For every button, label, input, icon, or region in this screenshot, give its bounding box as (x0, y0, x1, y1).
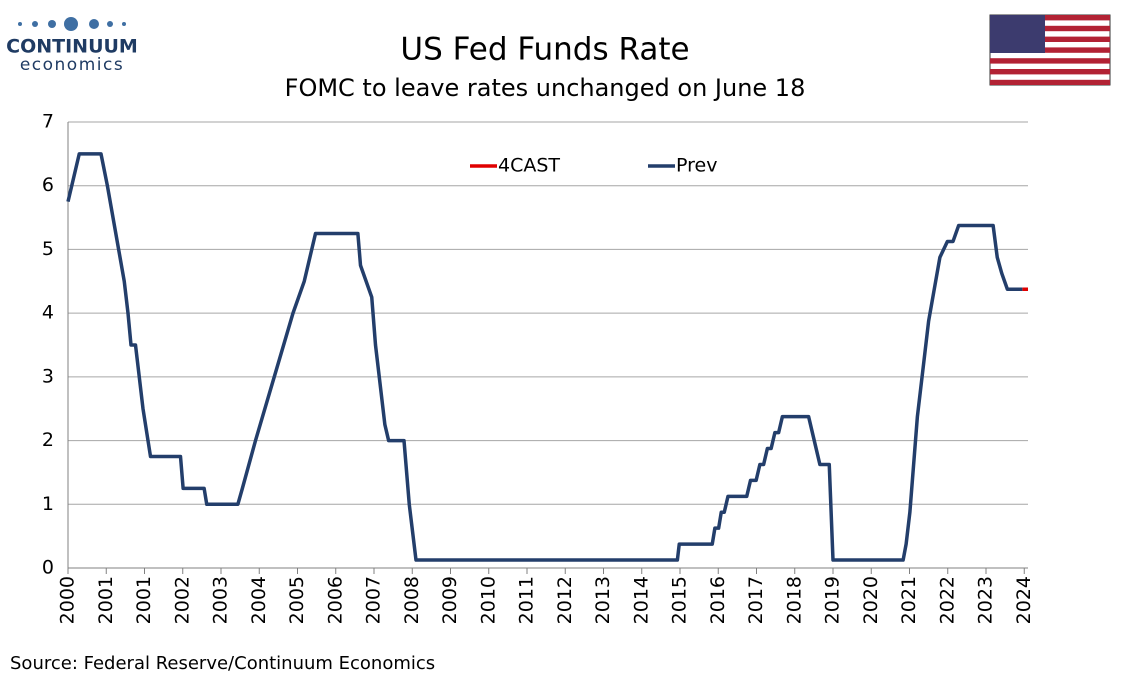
chart-title: US Fed Funds Rate (400, 32, 689, 68)
x-tick-label: 2010 (477, 576, 499, 624)
x-tick-label: 2000 (57, 576, 79, 624)
x-tick-label: 2007 (363, 576, 385, 624)
x-tick-label: 2012 (554, 576, 576, 624)
legend-label: Prev (676, 155, 717, 177)
legend-label: 4CAST (498, 155, 560, 177)
x-tick-label: 2022 (936, 576, 958, 624)
x-tick-label: 2021 (898, 576, 920, 624)
x-tick-label: 2006 (324, 576, 346, 624)
brand-name: CONTINUUM (6, 36, 138, 58)
chart-subtitle: FOMC to leave rates unchanged on June 18 (285, 74, 806, 102)
y-tick-label: 1 (42, 493, 54, 515)
x-tick-label: 2013 (592, 576, 614, 624)
x-tick-label: 2017 (745, 576, 767, 624)
x-tick-label: 2015 (669, 576, 691, 624)
x-tick-label: 2009 (439, 576, 461, 624)
x-tick-label: 2023 (975, 576, 997, 624)
x-tick-label: 2016 (707, 576, 729, 624)
y-tick-label: 3 (42, 365, 54, 387)
flag (989, 14, 1111, 86)
y-tick-label: 5 (42, 238, 54, 260)
x-tick-label: 2018 (783, 576, 805, 624)
y-tick-label: 7 (42, 111, 54, 133)
x-tick-label: 2003 (210, 576, 232, 624)
x-tick-label: 2001 (95, 576, 117, 624)
y-tick-label: 0 (42, 557, 54, 579)
brand-tagline: economics (20, 55, 124, 75)
x-tick-label: 2004 (248, 576, 270, 624)
plot-area: 0 1 2 3 4 5 6 7 2000 2001 2001 2002 2003 2004 2005 2006… (42, 111, 1035, 625)
x-tick-label: 2011 (516, 576, 538, 624)
x-tick-label: 2024 (1013, 576, 1035, 624)
y-tick-label: 4 (42, 302, 54, 324)
x-tick-label: 2002 (171, 576, 193, 624)
x-tick-label: 2019 (822, 576, 844, 624)
source-note: Source: Federal Reserve/Continuum Econom… (10, 653, 435, 674)
x-tick-label: 2008 (401, 576, 423, 624)
logo: CONTINUUM economics (6, 17, 138, 75)
y-tick-label: 6 (42, 174, 54, 196)
y-tick-label: 2 (42, 429, 54, 451)
x-tick-label: 2014 (630, 576, 652, 624)
x-tick-label: 2020 (860, 576, 882, 624)
x-tick-label: 2005 (286, 576, 308, 624)
series-line (66, 152, 1023, 562)
x-tick-label: 2001 (133, 576, 155, 624)
